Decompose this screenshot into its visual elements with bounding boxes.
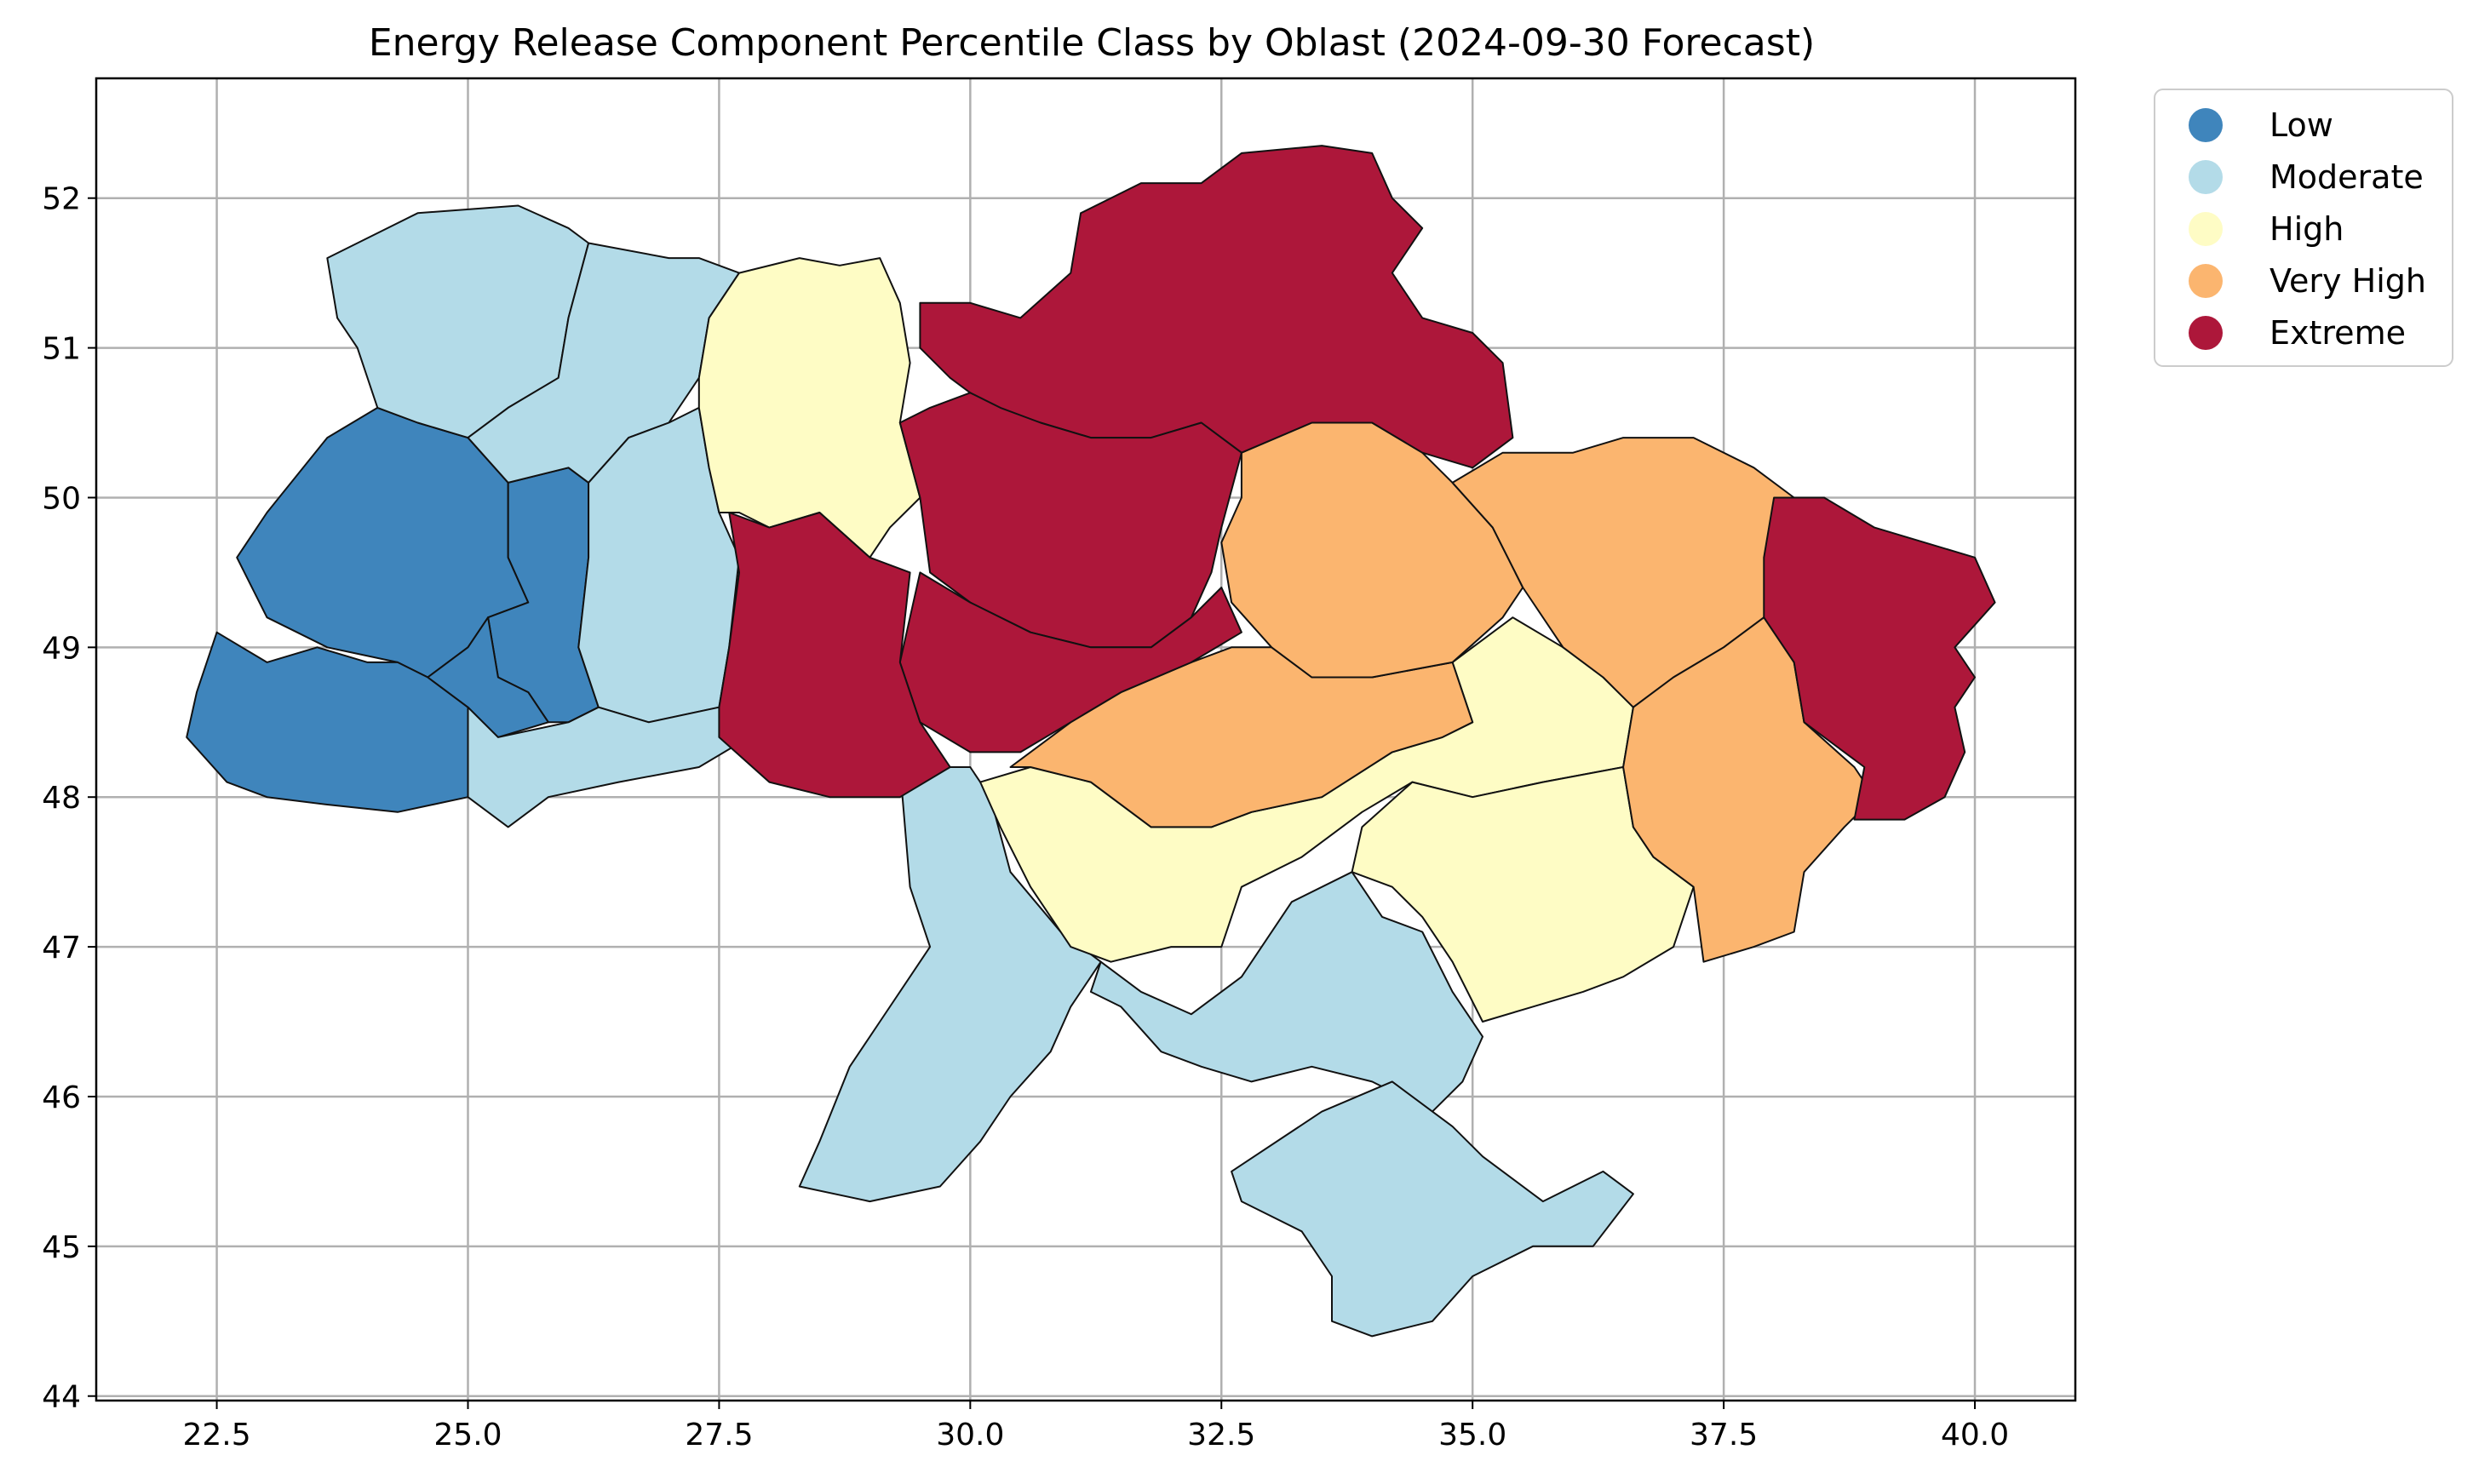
y-axis-ticks: 44 45 46 47 48 49 50 51 52 — [42, 182, 96, 1415]
x-tick-label: 30.0 — [936, 1418, 1004, 1452]
oblast-region-moderate — [798, 766, 1102, 1203]
y-tick-label: 46 — [42, 1080, 81, 1115]
legend-label-extreme: Extreme — [2270, 314, 2406, 352]
legend-marker-extreme — [2189, 316, 2223, 350]
x-tick-label: 27.5 — [685, 1418, 753, 1452]
legend: Low Moderate High Very High Extreme — [2154, 89, 2453, 367]
legend-label-very-high: Very High — [2270, 262, 2426, 300]
oblast-region-moderate — [1089, 871, 1483, 1113]
map-title: Energy Release Component Percentile Clas… — [369, 21, 1815, 65]
x-tick-label: 22.5 — [182, 1418, 250, 1452]
plot-frame — [95, 77, 2077, 1402]
x-tick-label: 25.0 — [433, 1418, 502, 1452]
legend-marker-low — [2189, 108, 2223, 142]
oblast-region-very-high — [1622, 616, 1876, 963]
oblast-region-high — [697, 257, 921, 559]
x-axis-ticks: 22.5 25.0 27.5 30.0 32.5 35.0 37.5 40.0 — [182, 1401, 2009, 1452]
legend-marker-high — [2189, 212, 2223, 246]
oblast-regions — [186, 145, 1996, 1338]
y-tick-label: 44 — [42, 1380, 81, 1415]
legend-frame — [2154, 89, 2453, 367]
legend-marker-moderate — [2189, 160, 2223, 194]
y-tick-label: 50 — [42, 481, 81, 516]
oblast-region-moderate — [577, 406, 740, 724]
oblast-region-extreme — [718, 512, 951, 799]
oblast-region-extreme — [898, 571, 1242, 753]
oblast-region-extreme — [1763, 496, 1996, 821]
legend-label-moderate: Moderate — [2270, 158, 2424, 196]
y-tick-label: 48 — [42, 781, 81, 816]
legend-marker-very-high — [2189, 264, 2223, 298]
x-tick-label: 40.0 — [1941, 1418, 2009, 1452]
y-tick-label: 47 — [42, 931, 81, 965]
oblast-region-high — [1351, 766, 1695, 1023]
y-tick-label: 49 — [42, 631, 81, 666]
y-tick-label: 51 — [42, 332, 81, 367]
x-tick-label: 32.5 — [1187, 1418, 1255, 1452]
y-tick-label: 52 — [42, 182, 81, 217]
legend-label-high: High — [2270, 210, 2344, 248]
x-tick-label: 37.5 — [1690, 1418, 1758, 1452]
y-tick-label: 45 — [42, 1230, 81, 1265]
oblast-region-moderate — [1231, 1080, 1634, 1338]
legend-label-low: Low — [2270, 106, 2333, 144]
x-tick-label: 35.0 — [1438, 1418, 1506, 1452]
